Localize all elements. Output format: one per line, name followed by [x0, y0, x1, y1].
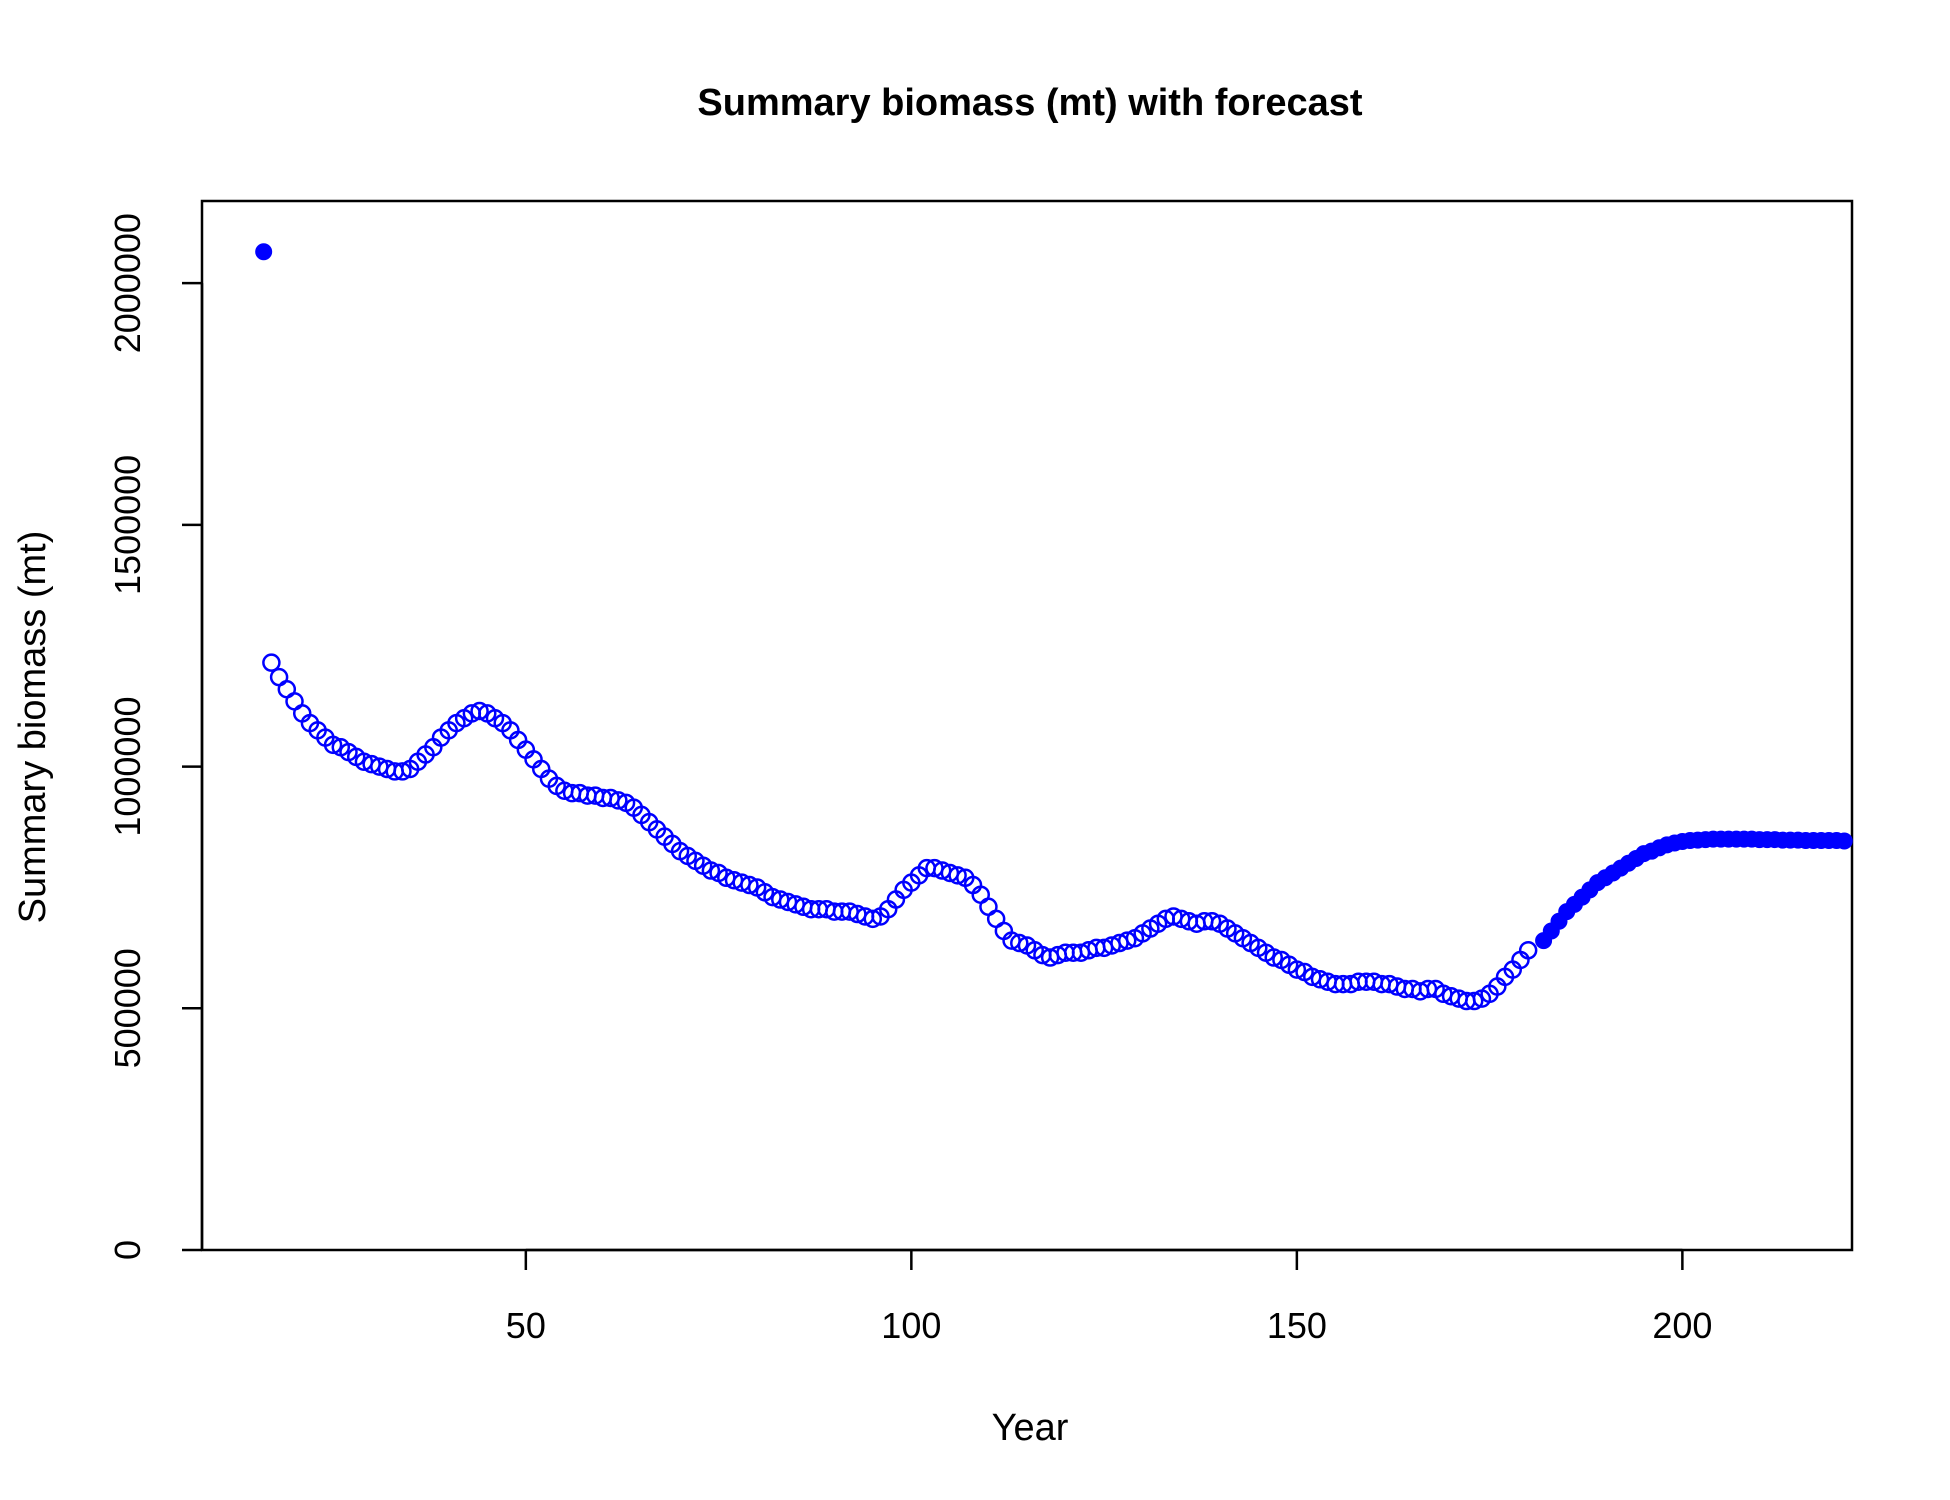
data-point-filled [255, 243, 273, 261]
data-point-open [1287, 960, 1307, 979]
data-point-open [1202, 912, 1222, 931]
y-axis-label: Summary biomass (mt) [12, 531, 54, 924]
data-point-open [1464, 991, 1484, 1011]
data-point-open [740, 875, 759, 895]
data-point-open [262, 653, 281, 672]
y-tick-label: 1000000 [107, 697, 148, 837]
x-tick-label: 100 [881, 1305, 941, 1346]
data-point-open [1117, 931, 1137, 950]
y-tick-label: 0 [107, 1240, 148, 1260]
x-tick-label: 50 [506, 1305, 546, 1346]
data-point-open [323, 735, 343, 755]
data-point-open [1010, 933, 1029, 953]
data-point-open [701, 861, 721, 880]
data-point-open [609, 791, 628, 810]
chart-title: Summary biomass (mt) with forecast [697, 82, 1363, 124]
data-point-open [393, 762, 412, 781]
data-point-open [863, 909, 883, 929]
data-point-filled [1835, 832, 1853, 850]
data-point-open [1264, 948, 1283, 967]
x-axis-label: Year [992, 1407, 1069, 1449]
x-tick-label: 150 [1267, 1305, 1327, 1346]
data-points [255, 243, 1853, 1011]
y-tick-label: 2000000 [107, 213, 148, 353]
data-point-open [470, 701, 489, 721]
y-tick-label: 500000 [107, 948, 148, 1068]
y-axis: 0 500000 1000000 1500000 2000000 [107, 213, 204, 1260]
data-point-open [1518, 941, 1538, 960]
data-point-open [948, 866, 967, 885]
x-tick-label: 200 [1652, 1305, 1712, 1346]
x-axis: 50 100 150 200 [506, 1248, 1712, 1346]
y-tick-label: 1500000 [107, 455, 148, 595]
